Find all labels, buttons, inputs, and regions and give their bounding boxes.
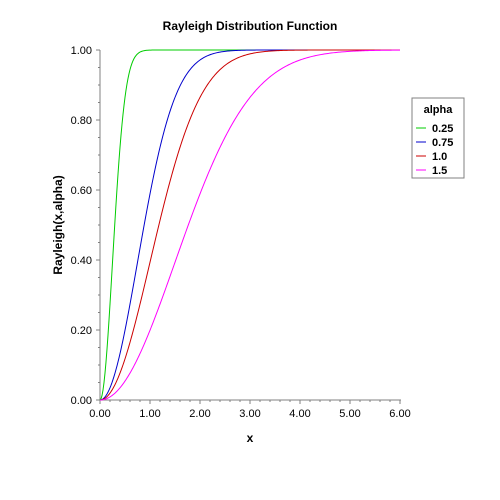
x-tick-label: 3.00 [239,408,260,420]
legend-title: alpha [424,104,454,116]
y-tick-label: 0.40 [71,255,92,267]
legend-entry: 1.5 [432,165,447,177]
series-line-3 [99,49,400,401]
y-tick-label: 0.60 [71,185,92,197]
legend-entry: 1.0 [432,151,447,163]
series-line-1 [99,49,400,401]
series-line-0 [99,49,400,401]
x-tick-label: 4.00 [289,408,310,420]
plot-area: 0.00 1.00 2.00 3.00 4.00 5.00 6.00 0.00 0.20 0.40… [71,45,411,420]
x-tick-label: 2.00 [189,408,210,420]
y-axis-label: Rayleigh(x,alpha) [51,175,65,274]
legend-entry: 0.25 [432,123,453,135]
chart-title: Rayleigh Distribution Function [163,19,338,33]
legend-entry: 0.75 [432,137,453,149]
x-tick-label: 0.00 [89,408,110,420]
y-tick-label: 1.00 [71,45,92,57]
x-tick-label: 1.00 [139,408,160,420]
legend: alpha 0.25 0.75 1.0 1.5 [411,97,465,179]
x-tick-label: 5.00 [339,408,360,420]
series-line-2 [99,49,400,401]
x-tick-label: 6.00 [389,408,410,420]
y-tick-label: 0.00 [71,395,92,407]
y-tick-label: 0.20 [71,325,92,337]
legend-box [411,97,465,179]
y-tick-label: 0.80 [71,115,92,127]
x-axis-label: x [247,431,254,445]
